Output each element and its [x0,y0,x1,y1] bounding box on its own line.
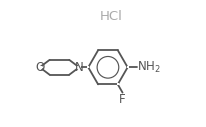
Text: NH$_2$: NH$_2$ [137,60,160,75]
FancyBboxPatch shape [37,66,42,69]
Text: HCl: HCl [99,10,122,23]
FancyBboxPatch shape [126,66,128,68]
Text: O: O [35,61,44,74]
FancyBboxPatch shape [77,66,81,69]
FancyBboxPatch shape [116,83,118,85]
Text: F: F [119,93,125,106]
FancyBboxPatch shape [87,66,89,68]
Text: N: N [74,61,83,74]
